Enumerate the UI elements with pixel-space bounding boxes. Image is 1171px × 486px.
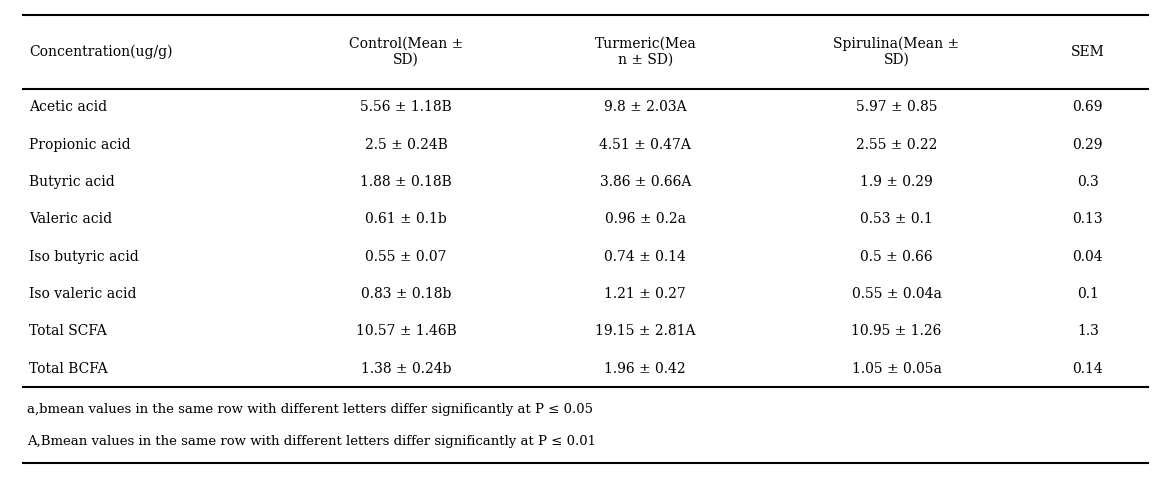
Text: 0.1: 0.1 xyxy=(1077,287,1098,301)
Text: 10.57 ± 1.46B: 10.57 ± 1.46B xyxy=(356,324,457,338)
Text: 0.55 ± 0.07: 0.55 ± 0.07 xyxy=(365,250,447,264)
Text: 2.5 ± 0.24B: 2.5 ± 0.24B xyxy=(364,138,447,152)
Text: 3.86 ± 0.66A: 3.86 ± 0.66A xyxy=(600,175,691,189)
Text: Iso valeric acid: Iso valeric acid xyxy=(29,287,137,301)
Text: 0.83 ± 0.18b: 0.83 ± 0.18b xyxy=(361,287,451,301)
Text: 0.3: 0.3 xyxy=(1077,175,1098,189)
Text: Butyric acid: Butyric acid xyxy=(29,175,115,189)
Text: Concentration(ug/g): Concentration(ug/g) xyxy=(29,44,173,59)
Text: Total SCFA: Total SCFA xyxy=(29,324,107,338)
Text: Valeric acid: Valeric acid xyxy=(29,212,112,226)
Text: 2.55 ± 0.22: 2.55 ± 0.22 xyxy=(856,138,937,152)
Text: Propionic acid: Propionic acid xyxy=(29,138,131,152)
Text: 0.55 ± 0.04a: 0.55 ± 0.04a xyxy=(851,287,941,301)
Text: 0.69: 0.69 xyxy=(1073,101,1103,114)
Text: 1.88 ± 0.18B: 1.88 ± 0.18B xyxy=(361,175,452,189)
Text: 1.05 ± 0.05a: 1.05 ± 0.05a xyxy=(851,362,941,376)
Text: SEM: SEM xyxy=(1071,45,1104,59)
Text: 9.8 ± 2.03A: 9.8 ± 2.03A xyxy=(604,101,686,114)
Text: 1.38 ± 0.24b: 1.38 ± 0.24b xyxy=(361,362,451,376)
Text: 0.61 ± 0.1b: 0.61 ± 0.1b xyxy=(365,212,447,226)
Text: 1.9 ± 0.29: 1.9 ± 0.29 xyxy=(860,175,933,189)
Text: 0.04: 0.04 xyxy=(1073,250,1103,264)
Text: Total BCFA: Total BCFA xyxy=(29,362,108,376)
Text: 0.14: 0.14 xyxy=(1073,362,1103,376)
Text: 0.96 ± 0.2a: 0.96 ± 0.2a xyxy=(604,212,686,226)
Text: Control(Mean ±
SD): Control(Mean ± SD) xyxy=(349,36,464,67)
Text: 1.96 ± 0.42: 1.96 ± 0.42 xyxy=(604,362,686,376)
Text: 0.13: 0.13 xyxy=(1073,212,1103,226)
Text: 0.29: 0.29 xyxy=(1073,138,1103,152)
Text: 0.53 ± 0.1: 0.53 ± 0.1 xyxy=(860,212,933,226)
Text: 1.3: 1.3 xyxy=(1077,324,1098,338)
Text: 10.95 ± 1.26: 10.95 ± 1.26 xyxy=(851,324,941,338)
Text: 4.51 ± 0.47A: 4.51 ± 0.47A xyxy=(600,138,691,152)
Text: 1.21 ± 0.27: 1.21 ± 0.27 xyxy=(604,287,686,301)
Text: Acetic acid: Acetic acid xyxy=(29,101,108,114)
Text: Turmeric(Mea
n ± SD): Turmeric(Mea n ± SD) xyxy=(595,36,697,67)
Text: Spirulina(Mean ±
SD): Spirulina(Mean ± SD) xyxy=(834,36,959,67)
Text: 0.74 ± 0.14: 0.74 ± 0.14 xyxy=(604,250,686,264)
Text: A,Bmean values in the same row with different letters differ significantly at P : A,Bmean values in the same row with diff… xyxy=(27,435,596,449)
Text: 0.5 ± 0.66: 0.5 ± 0.66 xyxy=(861,250,933,264)
Text: a,bmean values in the same row with different letters differ significantly at P : a,bmean values in the same row with diff… xyxy=(27,403,593,416)
Text: 5.97 ± 0.85: 5.97 ± 0.85 xyxy=(856,101,937,114)
Text: 19.15 ± 2.81A: 19.15 ± 2.81A xyxy=(595,324,696,338)
Text: Iso butyric acid: Iso butyric acid xyxy=(29,250,139,264)
Text: 5.56 ± 1.18B: 5.56 ± 1.18B xyxy=(361,101,452,114)
